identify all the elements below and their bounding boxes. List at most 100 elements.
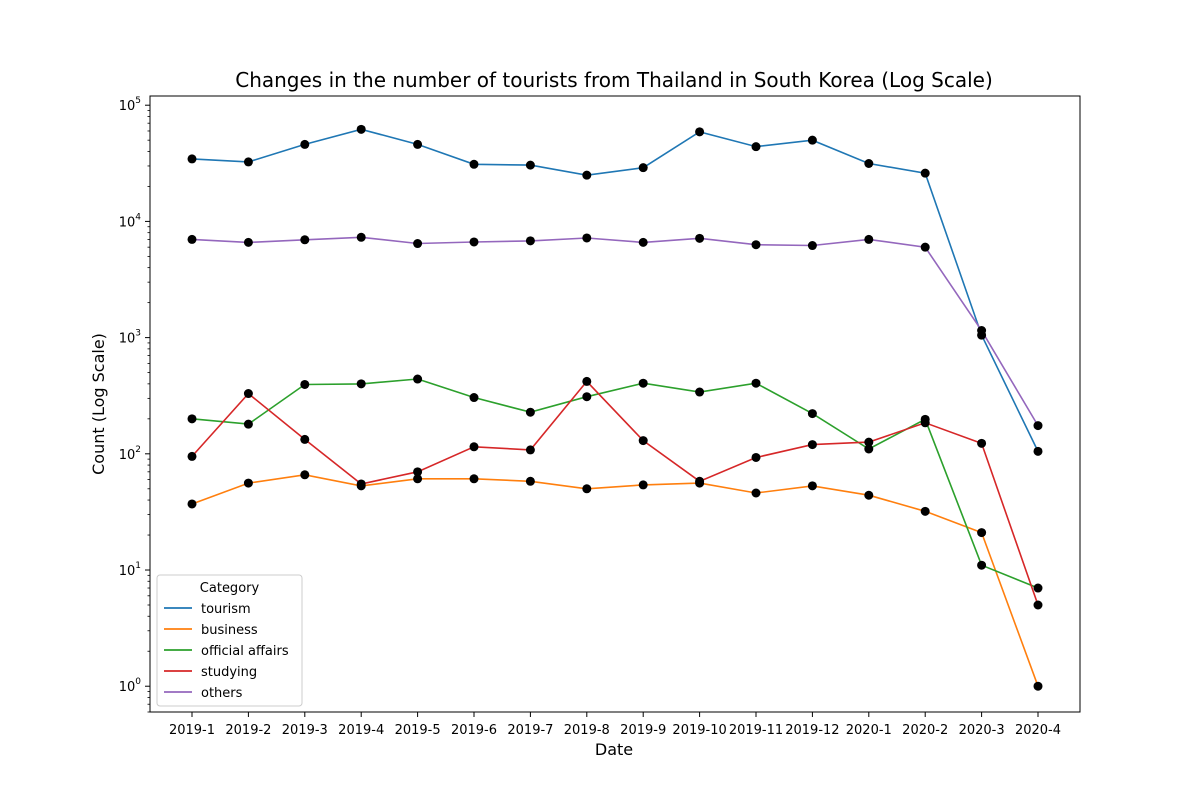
data-point	[808, 136, 817, 145]
data-point	[808, 241, 817, 250]
x-tick-label: 2020-1	[846, 723, 892, 738]
y-tick-label: 103	[119, 329, 141, 347]
y-tick-label: 101	[119, 561, 141, 579]
data-point	[188, 452, 197, 461]
x-tick-label: 2020-2	[902, 723, 948, 738]
y-tick-base: 10	[119, 99, 136, 114]
data-point	[921, 169, 930, 178]
data-point	[1034, 447, 1043, 456]
legend-item: studying	[201, 665, 257, 680]
data-point	[695, 234, 704, 243]
x-tick-label: 2019-2	[225, 723, 271, 738]
data-point	[413, 375, 422, 384]
data-point	[639, 379, 648, 388]
data-point	[300, 470, 309, 479]
data-point	[808, 481, 817, 490]
data-point	[977, 528, 986, 537]
data-point	[413, 140, 422, 149]
data-point	[695, 127, 704, 136]
data-point	[300, 235, 309, 244]
data-point	[582, 377, 591, 386]
data-point	[470, 393, 479, 402]
y-tick-exponent: 3	[135, 329, 141, 339]
data-point	[921, 418, 930, 427]
data-point	[188, 235, 197, 244]
data-point	[752, 240, 761, 249]
y-tick-exponent: 0	[135, 677, 141, 687]
data-point	[244, 157, 253, 166]
data-point	[582, 484, 591, 493]
data-point	[977, 439, 986, 448]
data-point	[470, 160, 479, 169]
data-point	[357, 479, 366, 488]
data-point	[752, 453, 761, 462]
x-tick-label: 2019-9	[620, 723, 666, 738]
data-point	[639, 163, 648, 172]
x-axis-label: Date	[595, 740, 633, 759]
data-point	[357, 125, 366, 134]
x-tick-label: 2020-4	[1015, 723, 1061, 738]
data-point	[921, 243, 930, 252]
data-point	[413, 467, 422, 476]
series-line-business	[192, 475, 1038, 686]
data-point	[188, 414, 197, 423]
x-tick-label: 2019-6	[451, 723, 497, 738]
series-line-tourism	[192, 129, 1038, 451]
y-tick-exponent: 4	[135, 212, 141, 222]
data-point	[526, 236, 535, 245]
data-point	[582, 233, 591, 242]
y-tick-exponent: 2	[135, 445, 141, 455]
legend-item: official affairs	[201, 644, 289, 659]
x-tick-label: 2019-10	[672, 723, 726, 738]
series-line-others	[192, 237, 1038, 425]
data-point	[470, 442, 479, 451]
legend-item: business	[201, 623, 258, 638]
data-point	[244, 479, 253, 488]
data-point	[752, 489, 761, 498]
data-point	[244, 238, 253, 247]
x-tick-label: 2019-7	[507, 723, 553, 738]
y-tick-label: 105	[119, 96, 141, 114]
data-point	[1034, 600, 1043, 609]
legend-item: others	[201, 686, 243, 701]
data-point	[1034, 584, 1043, 593]
y-tick-exponent: 1	[135, 561, 141, 571]
data-point	[752, 142, 761, 151]
data-point	[470, 237, 479, 246]
data-point	[300, 380, 309, 389]
y-tick-label: 104	[119, 212, 142, 230]
x-tick-label: 2019-3	[282, 723, 328, 738]
data-point	[977, 561, 986, 570]
data-point	[639, 480, 648, 489]
legend-item: tourism	[201, 602, 251, 617]
data-point	[864, 438, 873, 447]
data-point	[300, 435, 309, 444]
data-point	[921, 507, 930, 516]
x-tick-label: 2019-5	[395, 723, 441, 738]
data-point	[244, 420, 253, 429]
data-point	[526, 477, 535, 486]
data-point	[864, 491, 873, 500]
y-tick-exponent: 5	[135, 96, 141, 106]
data-point	[526, 161, 535, 170]
legend-title: Category	[200, 581, 260, 596]
data-point	[526, 445, 535, 454]
data-point	[695, 388, 704, 397]
data-point	[357, 379, 366, 388]
x-tick-label: 2019-11	[729, 723, 783, 738]
data-point	[864, 235, 873, 244]
data-point	[808, 440, 817, 449]
data-point	[695, 477, 704, 486]
y-tick-base: 10	[119, 680, 136, 695]
y-tick-base: 10	[119, 215, 136, 230]
data-point	[526, 408, 535, 417]
data-point	[470, 474, 479, 483]
x-tick-label: 2019-8	[564, 723, 610, 738]
data-point	[413, 239, 422, 248]
data-point	[357, 233, 366, 242]
chart-title: Changes in the number of tourists from T…	[235, 68, 993, 92]
data-point	[752, 379, 761, 388]
data-point	[977, 326, 986, 335]
data-point	[582, 171, 591, 180]
